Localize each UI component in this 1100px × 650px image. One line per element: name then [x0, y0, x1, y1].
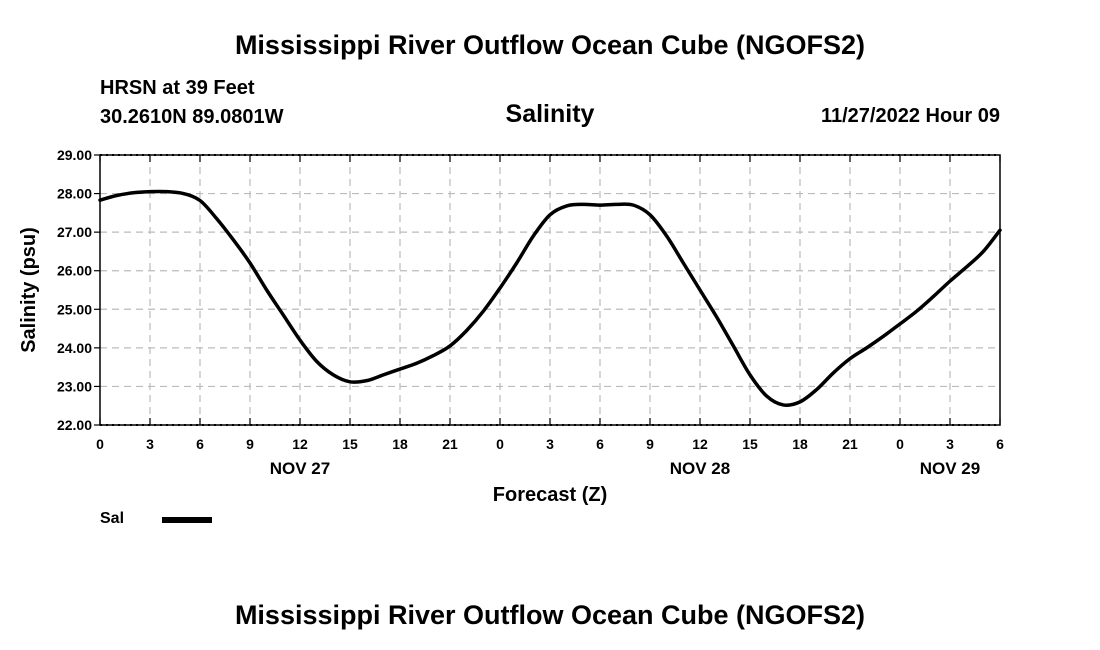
x-tick-label: 15	[342, 436, 358, 452]
x-tick-label: 12	[692, 436, 708, 452]
footer-title: Mississippi River Outflow Ocean Cube (NG…	[234, 600, 866, 630]
x-tick-label: 9	[246, 436, 254, 452]
x-tick-label: 6	[196, 436, 204, 452]
date-label: NOV 27	[270, 459, 330, 478]
y-tick-label: 25.00	[57, 301, 92, 317]
x-tick-label: 9	[646, 436, 654, 452]
x-tick-label: 3	[146, 436, 154, 452]
x-tick-label: 21	[442, 436, 458, 452]
y-tick-label: 26.00	[57, 263, 92, 279]
y-tick-label: 28.00	[57, 186, 92, 202]
chart-title: Salinity	[505, 100, 595, 128]
y-tick-label: 24.00	[57, 340, 92, 356]
date-label: NOV 28	[670, 459, 730, 478]
x-tick-label: 21	[842, 436, 858, 452]
x-tick-label: 3	[546, 436, 554, 452]
x-axis-title: Forecast (Z)	[493, 484, 607, 506]
coordinates-label: 30.2610N 89.0801W	[100, 106, 284, 128]
y-axis-title: Salinity (psu)	[18, 227, 40, 353]
x-tick-label: 0	[896, 436, 904, 452]
x-tick-label: 0	[496, 436, 504, 452]
station-label: HRSN at 39 Feet	[100, 77, 255, 99]
x-tick-label: 18	[792, 436, 808, 452]
y-tick-label: 22.00	[57, 417, 92, 433]
x-tick-label: 12	[292, 436, 308, 452]
grid-lines	[100, 155, 1000, 425]
legend-label: Sal	[100, 510, 125, 527]
x-tick-label: 6	[996, 436, 1004, 452]
x-tick-label: 3	[946, 436, 954, 452]
x-tick-label: 15	[742, 436, 758, 452]
legend-swatch	[162, 517, 212, 523]
x-tick-labels: 0 3 6 9 12 15 18 21 0 3 6 9 12 15 18 21 0 3 6	[96, 436, 1004, 452]
salinity-series-line	[98, 189, 1002, 407]
date-labels: NOV 27 NOV 28 NOV 29	[270, 459, 980, 478]
axis-ticks	[94, 154, 1001, 426]
x-tick-label: 6	[596, 436, 604, 452]
y-tick-label: 23.00	[57, 378, 92, 394]
date-label: NOV 29	[920, 459, 980, 478]
y-tick-labels: 22.00 23.00 24.00 25.00 26.00 27.00 28.00 29.00	[57, 147, 92, 433]
x-tick-label: 0	[96, 436, 104, 452]
y-tick-label: 29.00	[57, 147, 92, 163]
y-tick-label: 27.00	[57, 224, 92, 240]
main-title: Mississippi River Outflow Ocean Cube (NG…	[234, 30, 866, 60]
datetime-label: 11/27/2022 Hour 09	[820, 105, 1000, 127]
x-tick-label: 18	[392, 436, 408, 452]
